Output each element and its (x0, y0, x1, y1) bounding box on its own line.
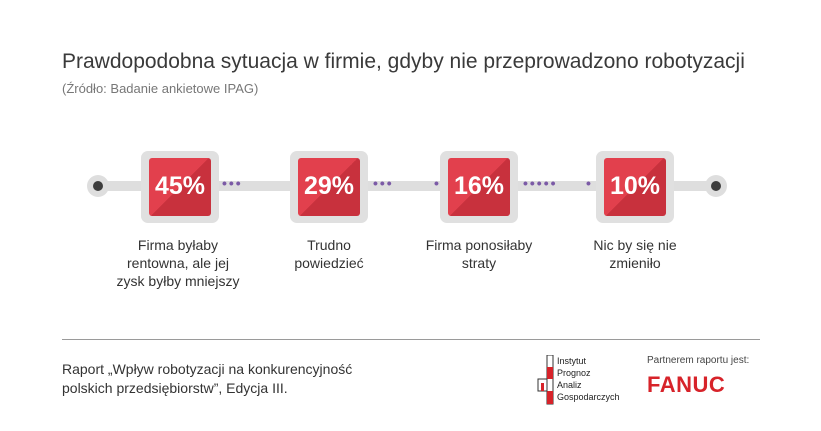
stat-card-1: 45% (141, 151, 219, 223)
report-citation: Raport „Wpływ robotyzacji na konkurencyj… (62, 360, 352, 398)
category-label-line: Nic by się nie (593, 237, 677, 253)
category-label-line: Firma byłaby (137, 237, 219, 253)
stat-card-2: 29% (290, 151, 368, 223)
partner-label: Partnerem raportu jest: (647, 355, 750, 366)
fanuc-logo: FANUC (647, 372, 726, 397)
category-label-line: zmieniło (609, 255, 661, 271)
dotted-connector: ••• (222, 175, 243, 191)
timeline-end-dot-icon (705, 175, 727, 197)
dotted-connector: ••• (373, 175, 394, 191)
dotted-connector: • (434, 175, 441, 191)
ipag-line: Gospodarczych (557, 392, 620, 402)
stat-value: 45% (154, 172, 206, 200)
ipag-logo-icon (537, 355, 554, 405)
report-line: Raport „Wpływ robotyzacji na konkurencyj… (62, 361, 353, 377)
footer-divider (62, 339, 760, 340)
ipag-line: Instytut (557, 356, 587, 366)
stat-box: 16% (448, 158, 510, 216)
stat-card-4: 10% (596, 151, 674, 223)
category-label-line: powiedzieć (294, 255, 364, 271)
category-label-3: Firma ponosiłaby straty (404, 236, 554, 272)
dotted-connector: • (586, 175, 593, 191)
timeline-track (97, 181, 715, 191)
category-label-1: Firma byłaby rentowna, ale jej zysk byłb… (103, 236, 253, 290)
category-label-line: rentowna, ale jej (127, 255, 229, 271)
ipag-logo-text: Instytut Prognoz Analiz Gospodarczych (557, 355, 620, 403)
report-line: polskich przedsiębiorstw”, Edycja III. (62, 380, 288, 396)
timeline-start-dot-icon (87, 175, 109, 197)
stat-value: 29% (303, 172, 355, 200)
ipag-line: Analiz (557, 380, 582, 390)
category-label-line: straty (461, 255, 497, 271)
category-label-line: Firma ponosiłaby (425, 237, 533, 253)
stat-value: 10% (609, 172, 661, 200)
stat-box: 45% (149, 158, 211, 216)
chart-subtitle: (Źródło: Badanie ankietowe IPAG) (62, 81, 259, 96)
category-label-line: Trudno (307, 237, 351, 253)
category-label-4: Nic by się nie zmieniło (560, 236, 710, 272)
stat-card-3: 16% (440, 151, 518, 223)
stat-value: 16% (453, 172, 505, 200)
category-label-line: zysk byłby mniejszy (116, 273, 240, 289)
chart-title: Prawdopodobna sytuacja w firmie, gdyby n… (62, 50, 745, 73)
stat-box: 10% (604, 158, 666, 216)
dotted-connector: ••••• (523, 175, 558, 191)
category-label-2: Trudno powiedzieć (254, 236, 404, 272)
stat-box: 29% (298, 158, 360, 216)
ipag-line: Prognoz (557, 368, 591, 378)
